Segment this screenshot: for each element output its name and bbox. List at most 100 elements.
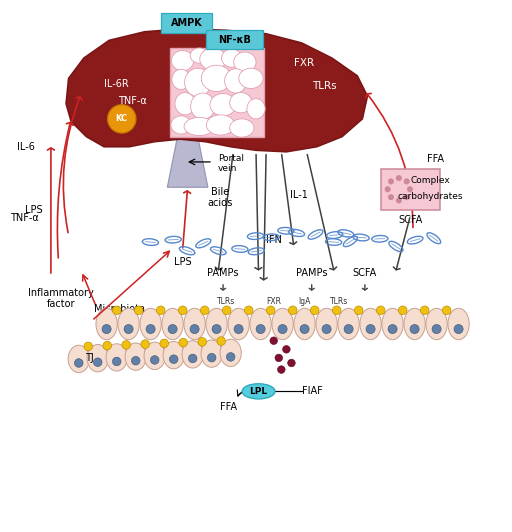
Circle shape	[366, 325, 375, 334]
Circle shape	[157, 306, 165, 314]
Ellipse shape	[228, 308, 249, 340]
Ellipse shape	[118, 308, 139, 340]
Circle shape	[344, 325, 353, 334]
Text: NF-κB: NF-κB	[218, 35, 251, 45]
Circle shape	[198, 337, 206, 346]
Circle shape	[283, 345, 290, 353]
Text: AMPK: AMPK	[170, 18, 202, 28]
Ellipse shape	[242, 384, 275, 399]
Circle shape	[300, 325, 309, 334]
FancyBboxPatch shape	[206, 30, 263, 49]
Ellipse shape	[96, 308, 117, 340]
Circle shape	[212, 325, 221, 334]
Circle shape	[188, 354, 197, 363]
Circle shape	[396, 176, 401, 181]
Text: TLRs: TLRs	[217, 297, 234, 306]
Ellipse shape	[233, 52, 256, 72]
Ellipse shape	[250, 308, 271, 340]
Circle shape	[135, 306, 143, 314]
Circle shape	[410, 325, 419, 334]
Text: FFA: FFA	[220, 402, 237, 412]
Circle shape	[222, 306, 231, 314]
Text: IgA: IgA	[298, 297, 310, 306]
Ellipse shape	[230, 119, 254, 137]
Ellipse shape	[247, 98, 265, 119]
Circle shape	[74, 359, 83, 367]
Circle shape	[396, 197, 401, 203]
Text: carbohydrates: carbohydrates	[398, 193, 463, 202]
Circle shape	[322, 325, 331, 334]
Circle shape	[404, 179, 410, 184]
Text: TJ: TJ	[86, 353, 94, 363]
Text: FIAF: FIAF	[302, 386, 323, 396]
Text: LPS: LPS	[174, 257, 191, 267]
Ellipse shape	[201, 65, 232, 92]
Circle shape	[266, 306, 275, 314]
Text: IL-1: IL-1	[290, 190, 308, 200]
Circle shape	[169, 355, 178, 363]
Ellipse shape	[172, 69, 190, 89]
Circle shape	[310, 306, 319, 314]
Circle shape	[234, 325, 243, 334]
Ellipse shape	[206, 115, 234, 135]
Ellipse shape	[426, 308, 447, 340]
Text: TLRs: TLRs	[330, 297, 349, 306]
Circle shape	[388, 194, 394, 200]
Ellipse shape	[163, 342, 184, 369]
Circle shape	[160, 339, 168, 348]
Ellipse shape	[220, 339, 241, 367]
Ellipse shape	[382, 308, 403, 340]
Text: Bile
acids: Bile acids	[208, 187, 233, 208]
Circle shape	[178, 306, 187, 314]
Text: LPS: LPS	[26, 205, 43, 215]
Circle shape	[442, 306, 451, 314]
Text: Microbiota: Microbiota	[94, 304, 145, 314]
Circle shape	[122, 340, 131, 349]
Circle shape	[404, 194, 410, 200]
Circle shape	[288, 306, 297, 314]
Text: Inflammatory
factor: Inflammatory factor	[28, 288, 94, 310]
Ellipse shape	[210, 94, 236, 116]
Ellipse shape	[272, 308, 293, 340]
Text: FFA: FFA	[428, 154, 444, 164]
Text: SCFA: SCFA	[353, 268, 377, 278]
Circle shape	[141, 340, 150, 348]
Circle shape	[190, 325, 199, 334]
Text: TNF-α: TNF-α	[118, 96, 146, 106]
Circle shape	[132, 356, 140, 365]
Circle shape	[398, 306, 407, 314]
Circle shape	[407, 187, 413, 192]
Text: KC: KC	[116, 114, 128, 123]
Circle shape	[244, 306, 253, 314]
Circle shape	[217, 337, 225, 345]
Ellipse shape	[87, 345, 109, 372]
Circle shape	[200, 306, 209, 314]
Circle shape	[179, 338, 187, 347]
Circle shape	[376, 306, 385, 314]
Circle shape	[207, 353, 216, 362]
Text: PAMPs: PAMPs	[296, 268, 328, 278]
Text: IFN: IFN	[266, 236, 282, 245]
Circle shape	[146, 325, 155, 334]
Ellipse shape	[360, 308, 381, 340]
Text: TNF-α: TNF-α	[10, 213, 38, 222]
Ellipse shape	[222, 49, 242, 67]
Ellipse shape	[172, 51, 194, 71]
Ellipse shape	[190, 48, 208, 63]
Ellipse shape	[175, 93, 195, 115]
Circle shape	[124, 325, 133, 334]
Circle shape	[275, 354, 283, 362]
Ellipse shape	[140, 308, 161, 340]
Ellipse shape	[316, 308, 337, 340]
Circle shape	[151, 355, 159, 364]
Circle shape	[454, 325, 463, 334]
Circle shape	[354, 306, 363, 314]
Ellipse shape	[200, 48, 226, 70]
Polygon shape	[66, 29, 368, 152]
Ellipse shape	[338, 308, 359, 340]
Polygon shape	[167, 137, 208, 187]
Ellipse shape	[184, 308, 205, 340]
Circle shape	[278, 366, 285, 373]
Ellipse shape	[404, 308, 425, 340]
Circle shape	[226, 353, 235, 361]
